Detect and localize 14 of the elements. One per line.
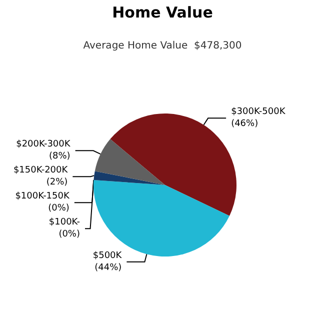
slice-label: $200K-300K — [16, 140, 72, 150]
chart-title: Home Value — [112, 4, 213, 22]
category-label: $100K- — [48, 218, 80, 228]
data-label: (46%) — [231, 119, 258, 130]
slice-label: $300K-500K — [231, 107, 286, 118]
slice-label: $150K-200K — [13, 166, 69, 176]
data-label: (44%) — [94, 262, 122, 273]
chart-subtitle: Average Home Value $478,300 — [83, 40, 242, 52]
text: (0%) — [58, 230, 80, 240]
data-label: (8%) — [48, 152, 70, 162]
slice-label: $500K — [92, 250, 123, 261]
category-label: $100K-150K — [15, 192, 70, 202]
data-label: (2%) — [46, 178, 68, 188]
text: (0%) — [48, 204, 70, 214]
